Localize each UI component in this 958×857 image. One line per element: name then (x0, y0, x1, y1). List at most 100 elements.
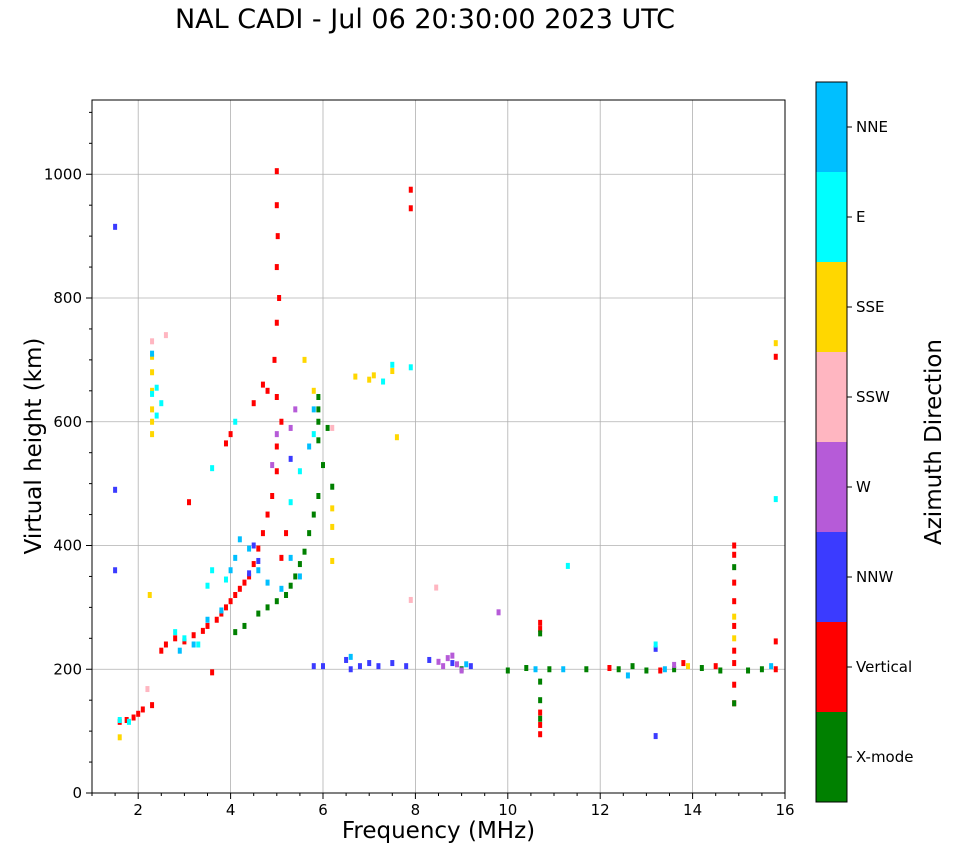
data-point-nnw (256, 557, 261, 564)
data-point-nne (625, 672, 630, 679)
colorbar-segment (816, 82, 847, 172)
data-point-vertical (237, 585, 242, 592)
x-axis-label: Frequency (MHz) (341, 818, 536, 844)
data-point-nne (265, 579, 270, 586)
data-point-vertical (538, 626, 543, 633)
data-point-e (196, 641, 201, 648)
data-point-sse (150, 406, 155, 413)
colorbar: X-mode Vertical NNW W SSW SSE E NNE (815, 81, 913, 803)
data-point-vertical (223, 440, 228, 447)
data-point-ssw (150, 338, 155, 345)
data-point-vertical (773, 353, 778, 360)
data-point-nnw (113, 486, 118, 493)
data-point-w (459, 667, 464, 674)
data-point-nnw (653, 733, 658, 740)
data-point-vertical (408, 205, 413, 212)
data-point-nnw (321, 663, 325, 670)
x-tick-label: 8 (411, 801, 421, 819)
data-point-e (288, 499, 293, 506)
colorbar-tick-label: SSE (856, 298, 885, 316)
data-point-x-mode (293, 573, 298, 580)
data-point-x-mode (302, 548, 307, 555)
y-tick-label: 200 (53, 660, 82, 678)
data-point-nnw (376, 663, 381, 670)
data-point-nne (233, 554, 238, 561)
data-point-x-mode (644, 667, 649, 674)
axis-ticks: 2 4 6 8 10 12 14 16 0 200 400 600 800 1000 (44, 111, 795, 819)
data-point-sse (150, 369, 155, 376)
data-point-vertical (228, 431, 233, 438)
colorbar-tick-label: NNE (856, 118, 888, 136)
data-point-x-mode (321, 462, 325, 469)
data-point-e (311, 431, 316, 438)
data-point-sse (732, 613, 737, 620)
data-point-vertical (265, 511, 270, 518)
data-point-sse (150, 418, 155, 425)
data-point-vertical (251, 400, 256, 407)
data-point-x-mode (732, 564, 737, 571)
data-point-vertical (732, 542, 737, 549)
x-tick-label: 14 (683, 801, 702, 819)
data-point-sse (150, 431, 155, 438)
data-point-nnw (348, 666, 353, 673)
data-point-x-mode (538, 630, 543, 637)
data-point-sse (150, 387, 155, 394)
colorbar-tick-label: Vertical (856, 658, 912, 676)
data-point-w (445, 655, 450, 662)
data-point-vertical (131, 714, 136, 721)
data-point-x-mode (538, 697, 543, 704)
data-point-e (126, 718, 131, 725)
data-point-x-mode (584, 666, 589, 673)
data-point-x-mode (242, 622, 247, 629)
colorbar-tick-label: E (856, 208, 865, 226)
data-point-vertical (658, 667, 663, 674)
y-tick-label: 800 (53, 289, 82, 307)
data-point-x-mode (330, 483, 335, 490)
data-point-vertical (272, 356, 277, 363)
data-point-e (653, 641, 658, 648)
data-point-sse (330, 557, 335, 564)
data-point-x-mode (746, 667, 751, 674)
colorbar-frame (815, 81, 848, 803)
data-point-vertical (219, 610, 224, 617)
data-point-nne (279, 585, 284, 592)
data-point-vertical (732, 579, 737, 586)
data-point-vertical (732, 647, 737, 654)
data-point-e (182, 635, 187, 642)
colorbar-segment (816, 532, 847, 622)
data-point-ssw (408, 596, 413, 603)
data-point-vertical (187, 499, 192, 506)
data-point-nne (288, 554, 293, 561)
data-point-sse (353, 373, 358, 380)
data-point-nnw (251, 542, 256, 549)
x-tick-label: 16 (775, 801, 794, 819)
data-point-vertical (210, 669, 215, 676)
y-tick-label: 0 (72, 784, 82, 802)
data-point-vertical (214, 616, 219, 623)
data-point-e (210, 465, 215, 472)
data-point-vertical (173, 635, 178, 642)
data-point-nnw (653, 645, 658, 652)
colorbar-tick-label: SSW (856, 388, 890, 406)
data-point-x-mode (699, 665, 704, 672)
data-point-nnw (113, 223, 118, 230)
data-point-vertical (538, 709, 543, 716)
colorbar-segment (816, 622, 847, 712)
data-point-nne (177, 647, 182, 654)
data-point-nne (561, 666, 566, 673)
data-point-nnw (357, 663, 362, 670)
x-tick-label: 2 (133, 801, 143, 819)
colorbar-label: Azimuth Direction (921, 339, 947, 545)
colorbar-segment (816, 352, 847, 442)
data-point-x-mode (256, 610, 261, 617)
data-point-vertical (228, 598, 233, 605)
y-axis-label: Virtual height (km) (21, 337, 47, 555)
data-point-nne (769, 663, 774, 670)
data-point-nnw (247, 570, 252, 577)
data-point-x-mode (297, 561, 302, 568)
data-point-ssw (434, 584, 439, 591)
data-point-ssw (163, 332, 168, 339)
data-point-x-mode (311, 511, 316, 518)
data-point-nnw (311, 663, 316, 670)
data-point-nnw (404, 663, 409, 670)
